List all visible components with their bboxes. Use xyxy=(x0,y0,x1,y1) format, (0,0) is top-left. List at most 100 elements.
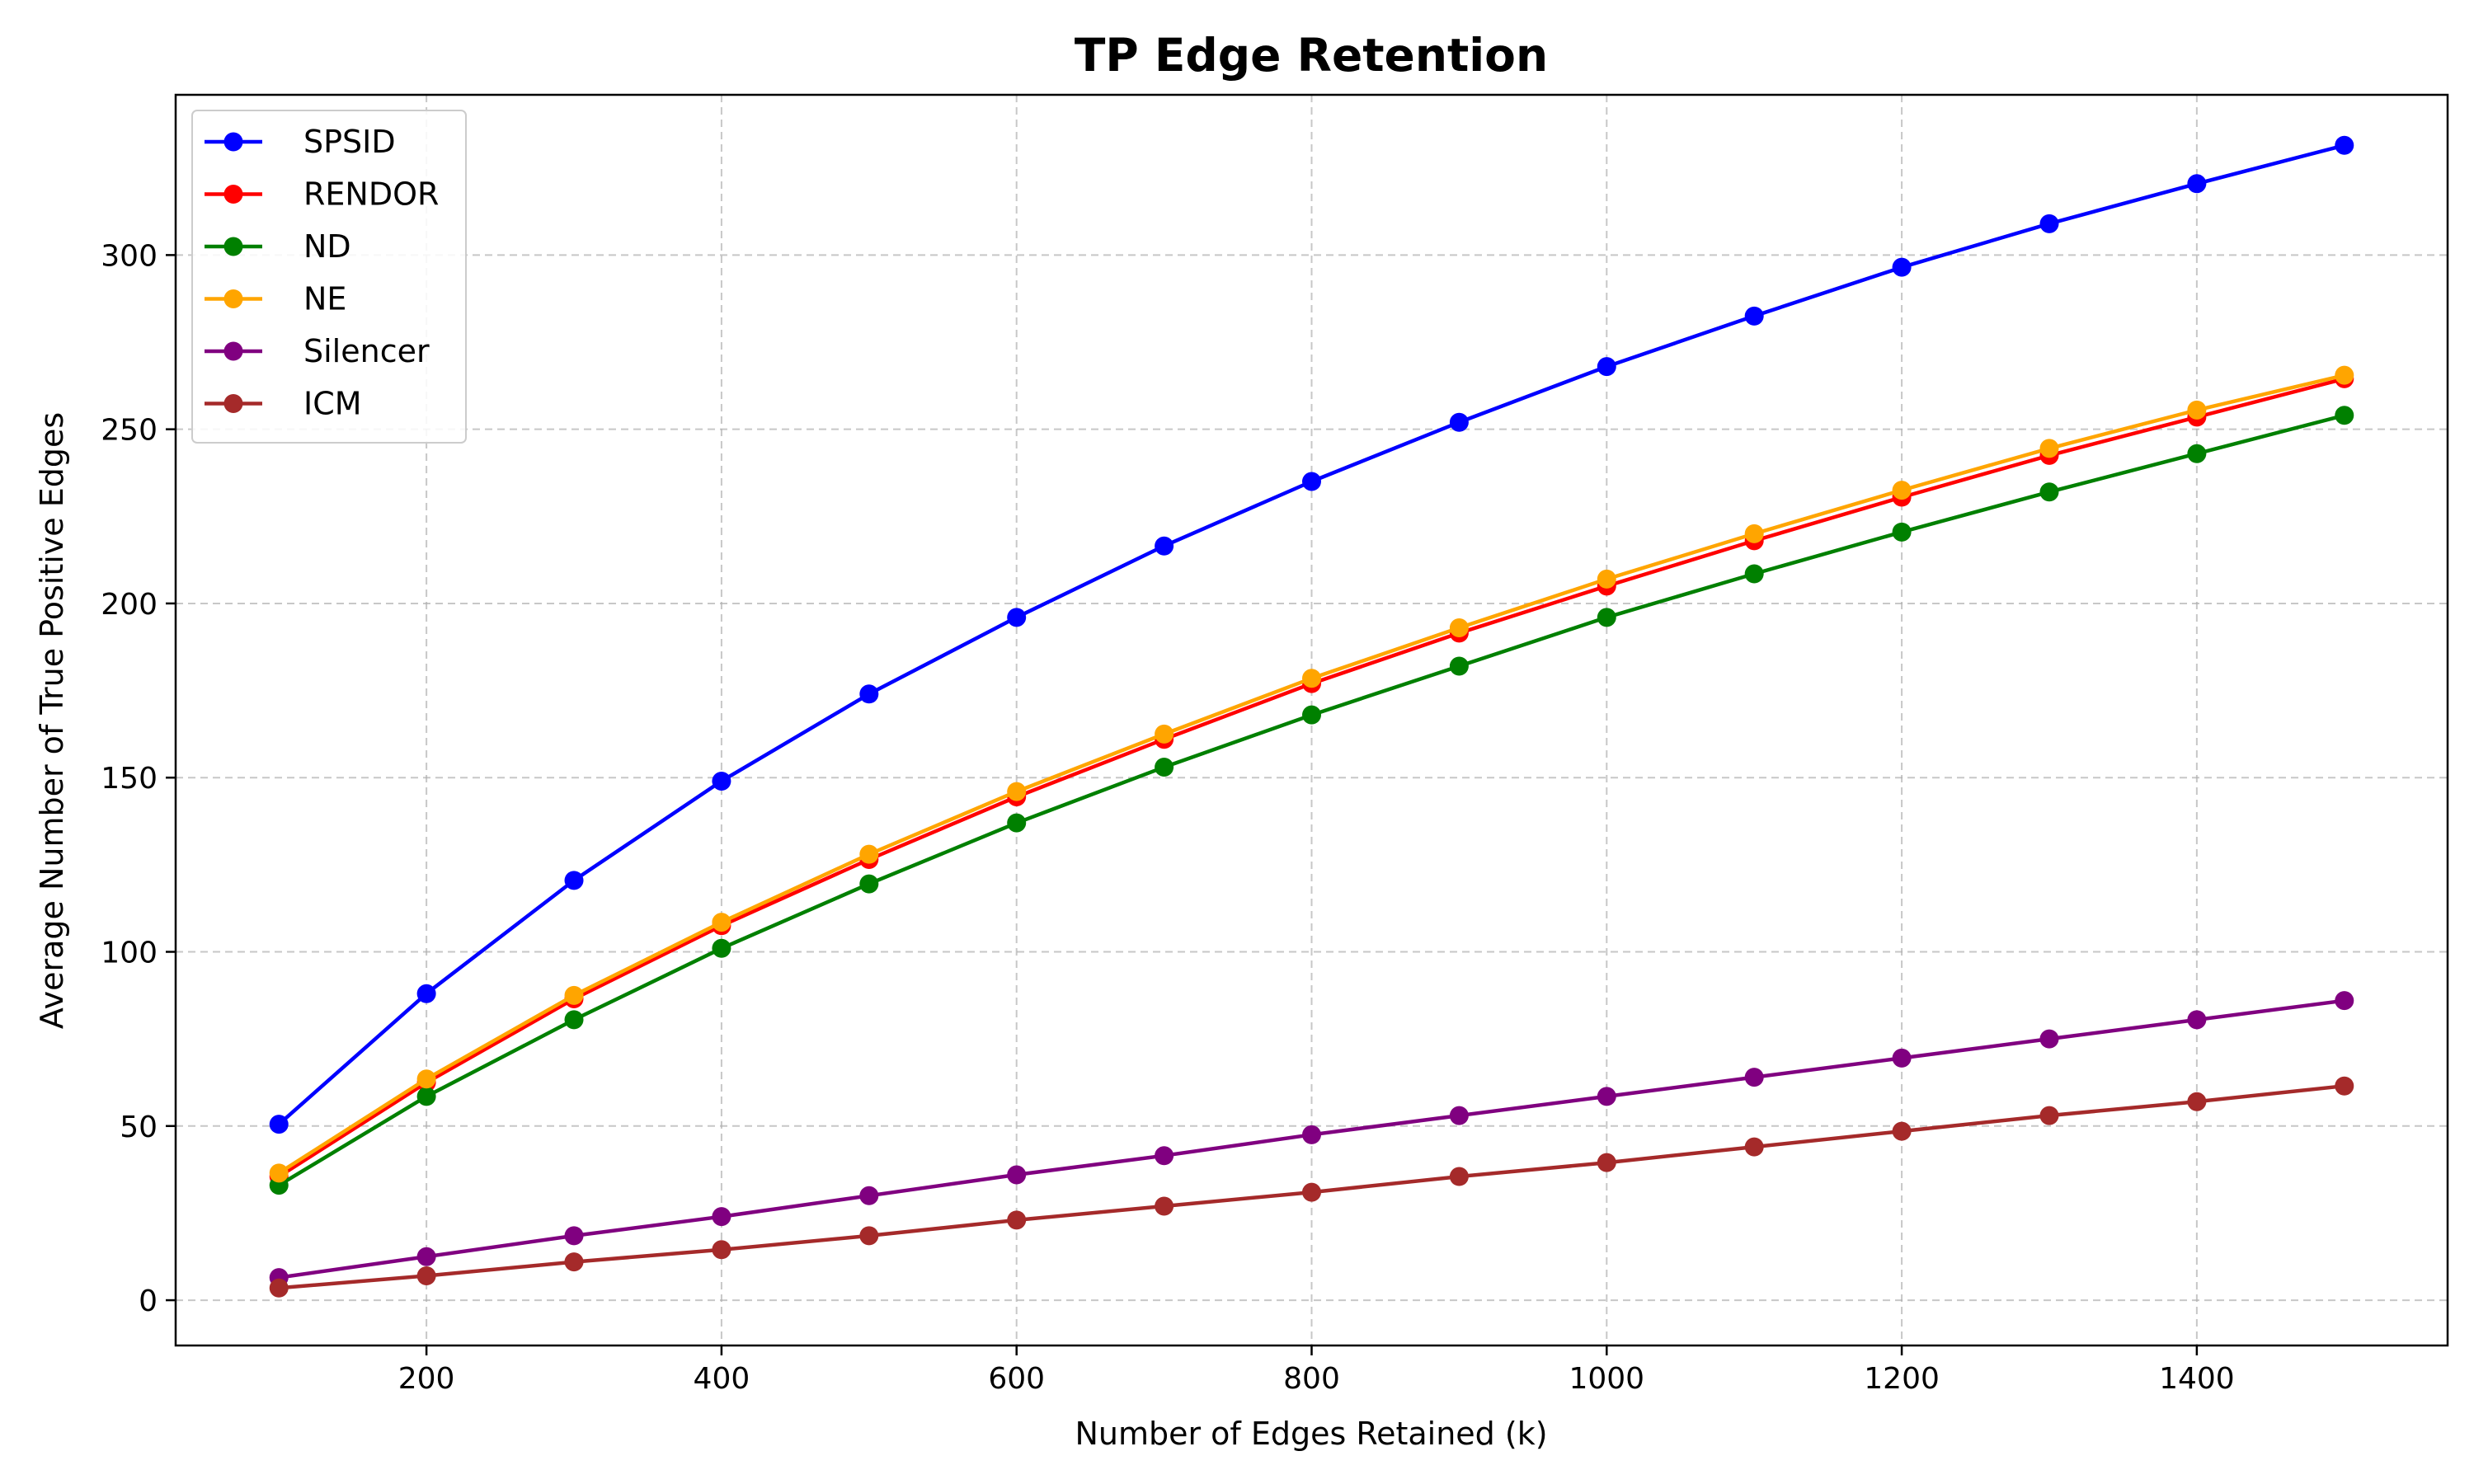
data-point-icm xyxy=(1597,1153,1616,1172)
data-point-ne xyxy=(2039,439,2059,458)
data-point-nd xyxy=(1302,705,1321,725)
data-point-spsid xyxy=(2335,135,2354,155)
data-point-icm xyxy=(1744,1137,1764,1157)
data-point-icm xyxy=(1155,1196,1174,1216)
legend-swatch-marker-icm xyxy=(223,394,243,413)
data-point-ne xyxy=(1155,724,1174,744)
y-tick-label: 150 xyxy=(101,762,158,796)
data-point-nd xyxy=(1449,656,1469,676)
legend-label-silencer: Silencer xyxy=(303,333,430,369)
data-point-silencer xyxy=(1007,1165,1027,1185)
x-tick-label: 200 xyxy=(398,1362,455,1396)
legend-swatch-marker-ne xyxy=(223,289,243,308)
data-point-silencer xyxy=(564,1226,584,1246)
data-point-ne xyxy=(1597,569,1616,589)
legend-label-rendor: RENDOR xyxy=(303,176,439,213)
legend: SPSID RENDOR ND NE Silencer ICM xyxy=(191,110,467,444)
series-icm xyxy=(269,1076,2354,1298)
data-point-silencer xyxy=(859,1186,879,1205)
data-point-icm xyxy=(2187,1092,2207,1111)
data-point-ne xyxy=(269,1163,289,1183)
y-tick-label: 100 xyxy=(101,937,158,970)
series-silencer xyxy=(269,991,2354,1288)
y-axis: 0 50 100 150 200 250 300 xyxy=(101,239,176,1318)
data-point-silencer xyxy=(1155,1146,1174,1166)
data-point-spsid xyxy=(1892,257,1912,277)
data-point-nd xyxy=(416,1087,436,1106)
data-point-spsid xyxy=(416,984,436,1003)
data-point-icm xyxy=(416,1266,436,1285)
data-point-nd xyxy=(2187,444,2207,463)
data-point-ne xyxy=(712,913,731,932)
data-point-nd xyxy=(859,874,879,894)
data-point-nd xyxy=(2039,482,2059,502)
x-axis-label: Number of Edges Retained (k) xyxy=(1075,1416,1547,1452)
x-tick-label: 800 xyxy=(1283,1362,1340,1396)
y-tick-label: 0 xyxy=(139,1284,158,1318)
data-point-silencer xyxy=(1892,1048,1912,1068)
y-tick-label: 200 xyxy=(101,588,158,622)
data-point-icm xyxy=(564,1252,584,1272)
y-tick-label: 250 xyxy=(101,414,158,448)
legend-swatch-marker-spsid xyxy=(223,132,243,152)
series-spsid xyxy=(269,135,2354,1134)
legend-swatch-marker-rendor xyxy=(223,185,243,204)
data-point-spsid xyxy=(712,771,731,791)
data-point-ne xyxy=(2335,365,2354,385)
data-point-silencer xyxy=(416,1247,436,1266)
data-point-spsid xyxy=(564,871,584,890)
data-point-ne xyxy=(859,844,879,864)
data-point-nd xyxy=(1597,608,1616,627)
data-point-nd xyxy=(1744,564,1764,584)
x-axis: 200 400 600 800 1000 1200 1400 xyxy=(398,1345,2235,1396)
legend-label-nd: ND xyxy=(303,228,351,265)
legend-label-icm: ICM xyxy=(303,386,362,422)
data-point-silencer xyxy=(1744,1068,1764,1087)
data-point-icm xyxy=(269,1278,289,1298)
data-point-spsid xyxy=(2187,174,2207,194)
data-point-ne xyxy=(564,985,584,1005)
legend-label-ne: NE xyxy=(303,281,346,317)
y-tick-label: 300 xyxy=(101,239,158,273)
data-point-icm xyxy=(1892,1121,1912,1141)
data-point-ne xyxy=(2187,400,2207,420)
data-point-icm xyxy=(1007,1210,1027,1230)
data-point-spsid xyxy=(2039,214,2059,233)
data-point-nd xyxy=(1155,758,1174,777)
data-point-spsid xyxy=(1007,608,1027,627)
x-tick-label: 1000 xyxy=(1569,1362,1644,1396)
data-point-ne xyxy=(1744,524,1764,543)
x-tick-label: 1400 xyxy=(2159,1362,2235,1396)
y-tick-label: 50 xyxy=(120,1111,158,1144)
data-point-nd xyxy=(564,1010,584,1030)
data-point-icm xyxy=(1302,1182,1321,1202)
data-point-icm xyxy=(2335,1076,2354,1096)
data-point-spsid xyxy=(1302,472,1321,491)
data-point-silencer xyxy=(1302,1125,1321,1144)
data-point-icm xyxy=(712,1240,731,1260)
chart-title: TP Edge Retention xyxy=(1075,29,1548,82)
data-point-ne xyxy=(1892,481,1912,500)
data-point-spsid xyxy=(859,684,879,704)
data-point-spsid xyxy=(269,1115,289,1134)
x-tick-label: 600 xyxy=(988,1362,1045,1396)
y-axis-label: Average Number of True Positive Edges xyxy=(34,412,70,1029)
data-point-ne xyxy=(1007,782,1027,801)
series-ne xyxy=(269,365,2354,1183)
series-nd xyxy=(269,406,2354,1195)
data-point-icm xyxy=(1449,1167,1469,1186)
series-layer xyxy=(269,135,2354,1298)
data-point-spsid xyxy=(1155,536,1174,556)
data-point-ne xyxy=(1302,669,1321,688)
data-point-icm xyxy=(859,1226,879,1246)
data-point-ne xyxy=(1449,618,1469,638)
data-point-silencer xyxy=(2335,991,2354,1011)
data-point-spsid xyxy=(1744,306,1764,326)
legend-swatch-marker-silencer xyxy=(223,341,243,361)
data-point-nd xyxy=(712,938,731,958)
data-point-nd xyxy=(2335,406,2354,425)
data-point-silencer xyxy=(2187,1010,2207,1030)
legend-swatch-marker-nd xyxy=(223,237,243,256)
data-point-silencer xyxy=(1597,1087,1616,1106)
